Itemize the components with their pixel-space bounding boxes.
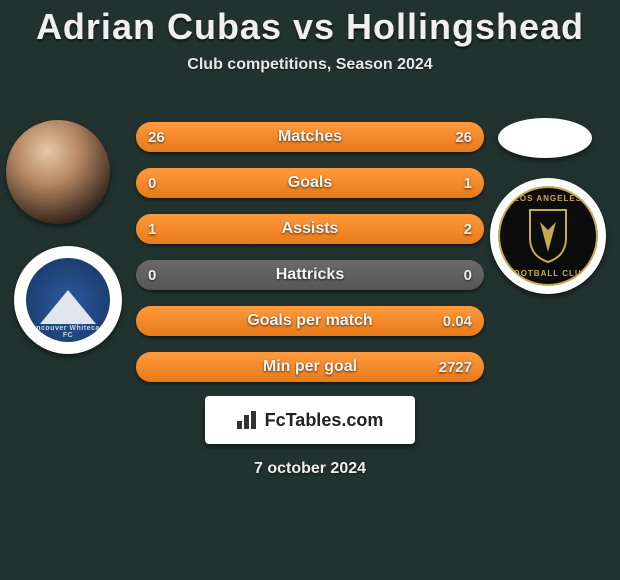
lafc-top-text: LOS ANGELES bbox=[500, 194, 596, 203]
lafc-logo-icon: LOS ANGELES FOOTBALL CLUB bbox=[498, 186, 598, 286]
stat-fill-right bbox=[136, 306, 484, 336]
stat-fill-left bbox=[136, 122, 310, 152]
lafc-bottom-text: FOOTBALL CLUB bbox=[500, 269, 596, 278]
stat-row: 2727Min per goal bbox=[136, 352, 484, 382]
stat-fill-right bbox=[136, 168, 484, 198]
lafc-shield-icon bbox=[526, 208, 570, 264]
stat-fill-right bbox=[310, 122, 484, 152]
player1-club-badge: Vancouver Whitecaps FC bbox=[14, 246, 122, 354]
stat-row: 00Hattricks bbox=[136, 260, 484, 290]
whitecaps-logo-icon: Vancouver Whitecaps FC bbox=[26, 258, 110, 342]
stat-row: 2626Matches bbox=[136, 122, 484, 152]
player1-avatar bbox=[6, 120, 110, 224]
player2-club-badge: LOS ANGELES FOOTBALL CLUB bbox=[490, 178, 606, 294]
stat-row: 0.04Goals per match bbox=[136, 306, 484, 336]
club1-name-text: Vancouver Whitecaps FC bbox=[26, 325, 110, 339]
stat-row: 12Assists bbox=[136, 214, 484, 244]
stat-fill-right bbox=[251, 214, 484, 244]
page-subtitle: Club competitions, Season 2024 bbox=[0, 56, 620, 74]
player2-avatar bbox=[498, 118, 592, 158]
date-text: 7 october 2024 bbox=[0, 460, 620, 478]
stat-track bbox=[136, 260, 484, 290]
page-title: Adrian Cubas vs Hollingshead bbox=[0, 0, 620, 48]
stats-container: 2626Matches 01Goals 12Assists 00Hattricks 0.… bbox=[136, 122, 484, 398]
stat-fill-right bbox=[136, 352, 484, 382]
bars-icon bbox=[237, 411, 259, 429]
stat-row: 01Goals bbox=[136, 168, 484, 198]
branding-text: FcTables.com bbox=[265, 410, 384, 431]
branding-badge: FcTables.com bbox=[205, 396, 415, 444]
stat-fill-left bbox=[136, 214, 251, 244]
